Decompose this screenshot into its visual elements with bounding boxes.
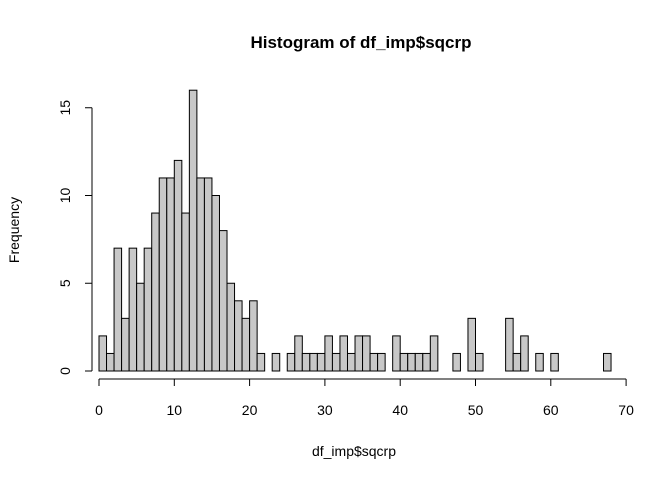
histogram-bar [603,352,612,372]
histogram-bar [151,212,160,372]
x-tick-label: 20 [242,402,258,418]
histogram-bar [173,159,183,372]
histogram-bar [218,230,228,372]
y-axis: 0 5 10 15 [57,100,93,375]
histogram-bar [203,177,213,372]
x-tick-label: 70 [618,402,634,418]
histogram-bar [392,335,401,372]
histogram-bar [324,335,333,372]
y-tick-label: 15 [57,100,73,116]
histogram-bar [309,352,318,372]
histogram-bar [271,352,281,372]
y-axis-label: Frequency [6,197,22,263]
x-axis-label: df_imp$sqcrp [312,443,396,459]
histogram-bar [377,352,386,372]
histogram-bar [331,352,341,372]
histogram-bar [550,352,559,372]
histogram-bar [535,352,544,372]
histogram-bar [158,177,168,372]
histogram-bar [407,352,416,372]
histogram-bar [241,317,251,372]
histogram-bar [256,352,266,372]
x-tick-label: 0 [95,402,103,418]
histogram-bar [286,352,296,372]
histogram-bar [316,352,326,372]
histogram-bar [128,247,138,372]
histogram-bar [234,300,243,372]
x-tick-label: 10 [167,402,183,418]
histogram-bar [98,335,108,372]
chart-title: Histogram of df_imp$sqcrp [250,33,471,52]
bars-group [98,89,612,372]
histogram-bar [346,352,356,372]
histogram-bar [429,335,439,372]
y-tick-label: 10 [57,188,73,204]
x-axis: 0 10 20 30 40 50 60 70 [95,378,634,418]
histogram-bar [422,352,431,372]
histogram-bar [106,352,115,372]
histogram-bar [475,352,484,372]
histogram-bar [520,335,529,372]
histogram-bar [294,335,303,372]
y-tick-label: 5 [57,279,73,287]
histogram-bar [249,300,258,372]
histogram-bar [505,317,514,372]
histogram-bar [121,317,130,372]
histogram-bar [113,247,123,372]
histogram-bar [181,212,190,372]
x-tick-label: 30 [317,402,333,418]
y-tick-label: 0 [57,367,73,375]
x-tick-label: 40 [392,402,408,418]
histogram-bar [136,282,145,372]
histogram-bar [226,282,236,372]
histogram-bar [166,177,175,372]
histogram-bar [414,352,424,372]
histogram-bar [399,352,409,372]
histogram-bar [143,247,153,372]
x-tick-label: 60 [543,402,559,418]
histogram-bar [188,89,198,372]
histogram-bar [369,352,379,372]
histogram-bar [196,177,205,372]
histogram-bar [301,352,311,372]
x-tick-label: 50 [468,402,484,418]
histogram-bar [452,352,461,372]
histogram-bar [467,317,477,372]
histogram-bar [211,195,220,372]
histogram-bar [362,335,371,372]
histogram-bar [339,335,348,372]
histogram-bar [512,352,522,372]
histogram-bar [354,335,364,372]
